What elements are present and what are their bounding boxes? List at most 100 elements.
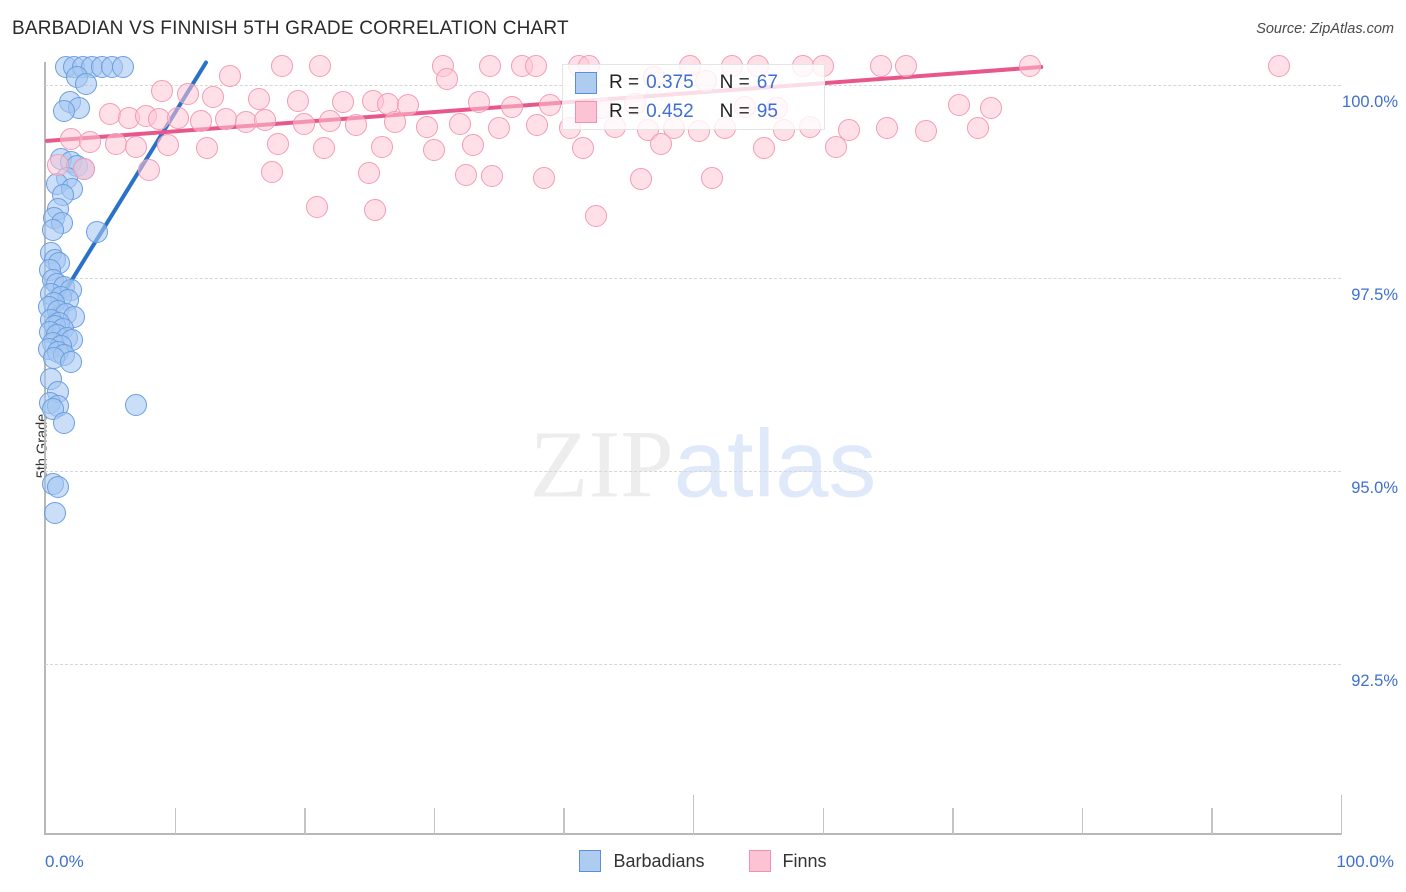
legend-swatch-barbadians-icon [579, 850, 602, 872]
x-tick-mark [563, 808, 565, 834]
scatter-point[interactable] [364, 199, 387, 222]
scatter-point[interactable] [869, 54, 892, 77]
scatter-point[interactable] [293, 112, 316, 135]
scatter-point[interactable] [481, 165, 504, 188]
barbadians-swatch-icon [575, 72, 597, 94]
barbadians-r-value: 0.375 [646, 72, 694, 93]
scatter-point[interactable] [525, 54, 548, 77]
scatter-point[interactable] [254, 108, 277, 131]
x-tick-mark [1341, 795, 1343, 835]
scatter-point[interactable] [271, 54, 294, 77]
scatter-point[interactable] [247, 88, 270, 111]
scatter-point[interactable] [167, 106, 190, 129]
scatter-point[interactable] [46, 475, 69, 498]
scatter-point[interactable] [286, 89, 309, 112]
gridline-y [45, 278, 1341, 280]
scatter-point[interactable] [478, 54, 501, 77]
x-tick-mark [693, 795, 695, 835]
scatter-point[interactable] [1267, 54, 1290, 77]
scatter-point[interactable] [383, 111, 406, 134]
source-attribution: Source: ZipAtlas.com [1256, 21, 1394, 37]
scatter-point[interactable] [1018, 54, 1041, 77]
legend-item-finns[interactable]: Finns [748, 850, 827, 872]
scatter-point[interactable] [189, 109, 212, 132]
correlation-stats-box: R = 0.375 N = 67 R = 0.452 N = 95 [562, 64, 825, 130]
finns-n-label: N = [719, 101, 750, 122]
scatter-point[interactable] [59, 350, 82, 373]
scatter-point[interactable] [894, 54, 917, 77]
scatter-point[interactable] [571, 137, 594, 160]
scatter-point[interactable] [416, 115, 439, 138]
scatter-point[interactable] [396, 94, 419, 117]
scatter-point[interactable] [526, 114, 549, 137]
scatter-point[interactable] [105, 132, 128, 155]
y-axis-line [44, 62, 46, 834]
scatter-point[interactable] [967, 117, 990, 140]
scatter-point[interactable] [79, 131, 102, 154]
scatter-point[interactable] [455, 163, 478, 186]
scatter-point[interactable] [345, 114, 368, 137]
y-tick-label: 97.5% [1351, 286, 1398, 305]
scatter-point[interactable] [150, 80, 173, 103]
finns-r-label: R = [609, 101, 640, 122]
x-tick-mark [822, 808, 824, 834]
finns-n-value: 95 [756, 101, 778, 122]
scatter-point[interactable] [176, 83, 199, 106]
scatter-point[interactable] [124, 135, 147, 158]
scatter-point[interactable] [332, 91, 355, 114]
scatter-point[interactable] [915, 120, 938, 143]
scatter-point[interactable] [46, 154, 69, 177]
legend-item-barbadians[interactable]: Barbadians [579, 850, 705, 872]
scatter-point[interactable] [260, 160, 283, 183]
scatter-point[interactable] [358, 162, 380, 185]
scatter-point[interactable] [630, 168, 653, 191]
x-tick-mark [433, 808, 436, 834]
chart-legend: Barbadians Finns [0, 850, 1406, 872]
scatter-point[interactable] [75, 72, 98, 95]
x-tick-label-max: 100.0% [1336, 852, 1394, 871]
scatter-point[interactable] [312, 137, 335, 160]
scatter-point[interactable] [539, 94, 562, 117]
scatter-point[interactable] [196, 137, 218, 160]
scatter-point[interactable] [468, 91, 491, 114]
scatter-point[interactable] [487, 117, 510, 140]
scatter-point[interactable] [124, 393, 147, 416]
scatter-point[interactable] [370, 135, 393, 158]
scatter-point[interactable] [53, 100, 76, 123]
scatter-point[interactable] [947, 94, 970, 117]
scatter-point[interactable] [157, 134, 180, 157]
scatter-point[interactable] [532, 166, 555, 189]
plot-area [37, 54, 1341, 834]
scatter-point[interactable] [448, 112, 471, 135]
scatter-point[interactable] [649, 132, 672, 155]
scatter-point[interactable] [753, 137, 776, 160]
scatter-point[interactable] [435, 67, 458, 90]
scatter-point[interactable] [137, 159, 160, 182]
scatter-point[interactable] [701, 166, 724, 189]
scatter-point[interactable] [876, 117, 899, 140]
scatter-point[interactable] [422, 139, 445, 161]
scatter-point[interactable] [202, 85, 225, 108]
finns-r-value: 0.452 [646, 101, 694, 122]
scatter-point[interactable] [308, 54, 331, 77]
scatter-point[interactable] [53, 412, 76, 435]
legend-label-finns: Finns [782, 850, 827, 871]
barbadians-r-label: R = [609, 72, 640, 93]
scatter-point[interactable] [319, 110, 342, 133]
x-tick-mark [1081, 808, 1084, 834]
scatter-point[interactable] [44, 501, 67, 524]
scatter-point[interactable] [837, 118, 860, 141]
scatter-point[interactable] [72, 157, 95, 180]
scatter-point[interactable] [461, 134, 484, 157]
scatter-point[interactable] [824, 135, 847, 158]
scatter-point[interactable] [219, 64, 242, 87]
scatter-point[interactable] [500, 95, 523, 118]
scatter-point[interactable] [584, 205, 607, 228]
scatter-point[interactable] [267, 132, 290, 155]
scatter-point[interactable] [41, 219, 64, 242]
scatter-point[interactable] [111, 55, 134, 78]
scatter-point[interactable] [306, 196, 329, 219]
scatter-point[interactable] [980, 97, 1003, 120]
scatter-point[interactable] [85, 220, 108, 243]
